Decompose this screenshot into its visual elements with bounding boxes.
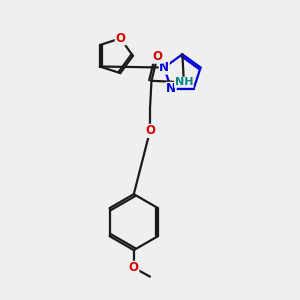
Text: O: O — [115, 32, 125, 45]
Text: N: N — [159, 61, 169, 74]
Text: O: O — [129, 261, 139, 274]
Text: O: O — [152, 50, 162, 63]
Text: N: N — [166, 82, 176, 95]
Text: NH: NH — [175, 77, 193, 87]
Text: O: O — [145, 124, 155, 137]
